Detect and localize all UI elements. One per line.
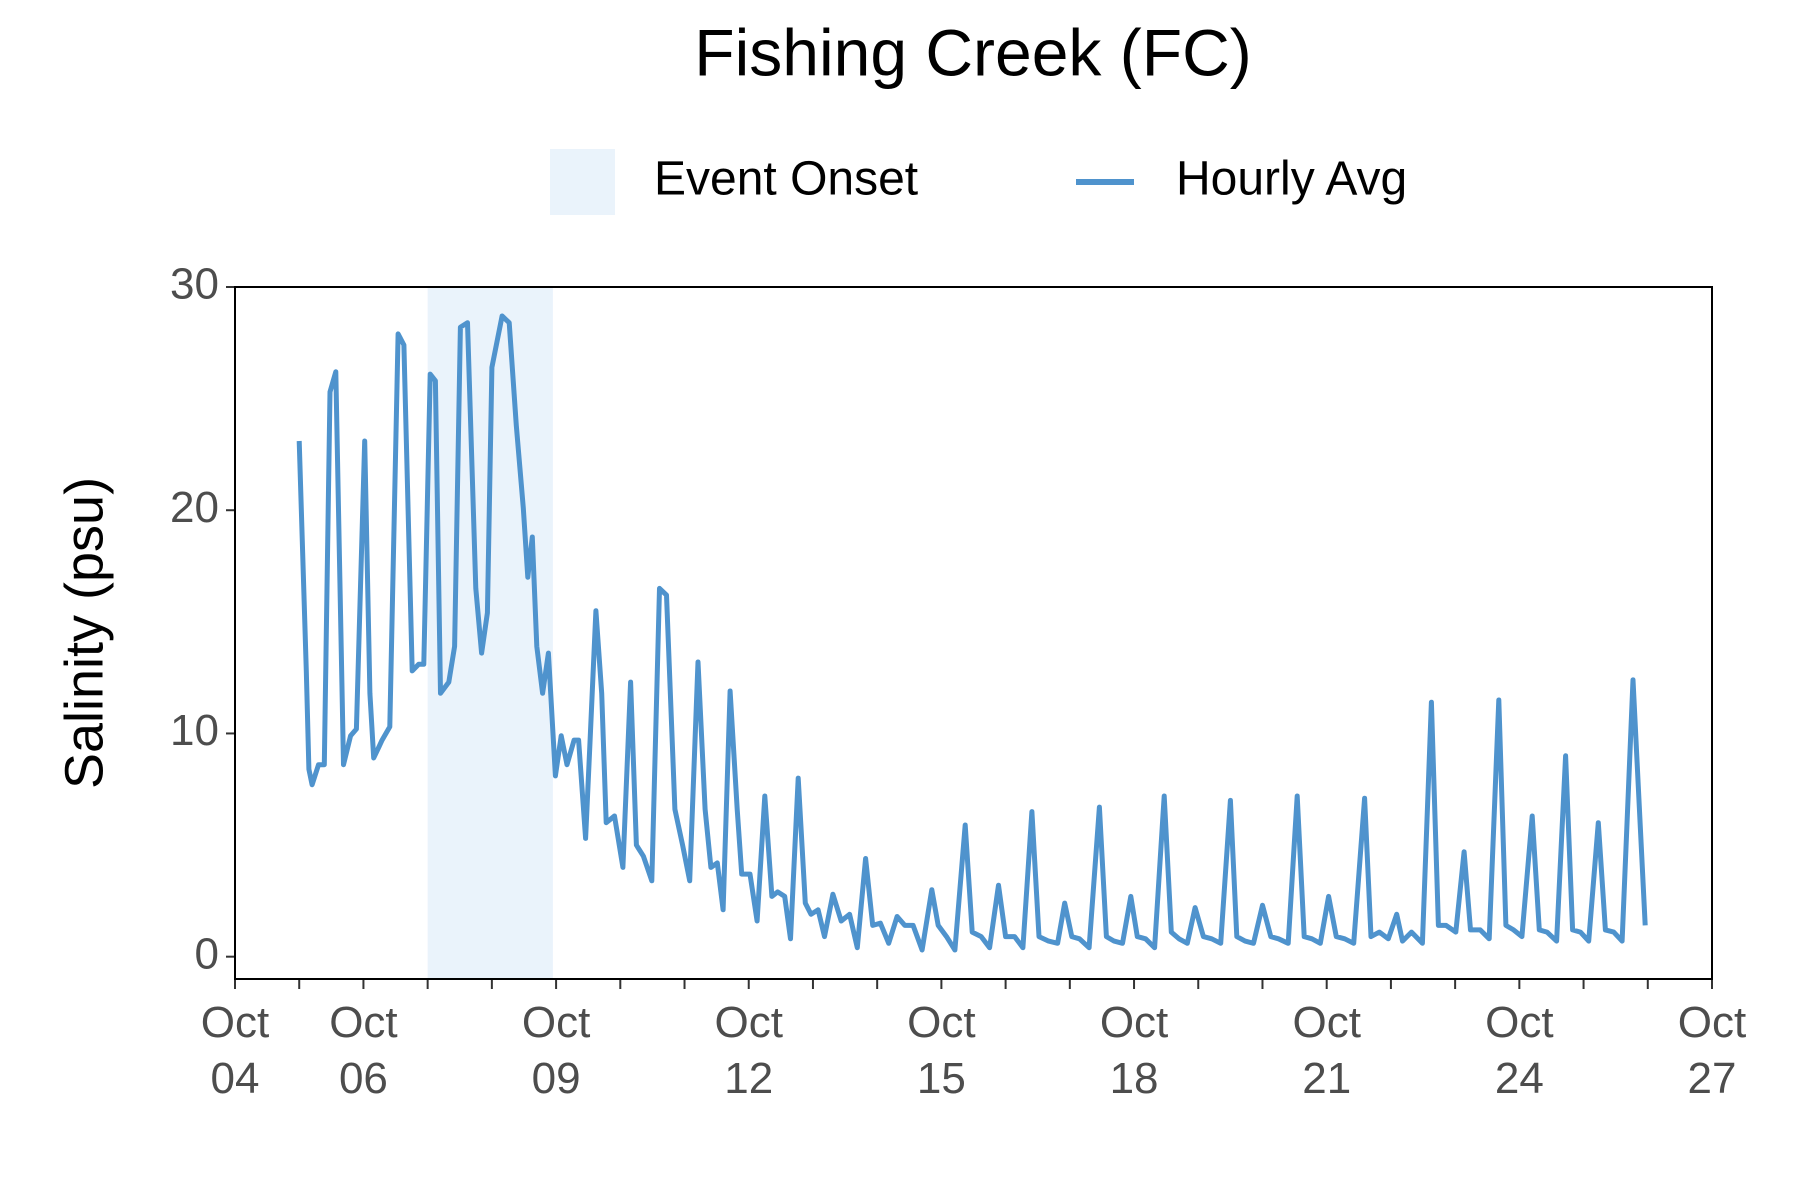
legend-swatch — [550, 149, 615, 215]
legend-label: Hourly Avg — [1176, 153, 1407, 206]
x-tick-label: Oct 18 — [1100, 998, 1168, 1103]
x-tick-label: Oct 04 — [201, 998, 269, 1103]
x-tick-label: Oct 21 — [1292, 998, 1360, 1103]
x-tick-label: Oct 06 — [329, 998, 397, 1103]
chart-title: Fishing Creek (FC) — [694, 15, 1251, 89]
y-tick-label: 20 — [170, 483, 219, 532]
x-tick-label: Oct 12 — [715, 998, 783, 1103]
x-tick-label: Oct 27 — [1678, 998, 1746, 1103]
plot-border — [234, 286, 1713, 980]
y-axis-label: Salinity (psu) — [54, 477, 114, 789]
x-tick-label: Oct 15 — [907, 998, 975, 1103]
x-tick-label: Oct 09 — [522, 998, 590, 1103]
y-tick-label: 10 — [170, 706, 219, 755]
y-tick-label: 30 — [170, 260, 219, 309]
x-tick-label: Oct 24 — [1485, 998, 1553, 1103]
legend-label: Event Onset — [654, 153, 918, 206]
y-tick-label: 0 — [195, 929, 219, 978]
data-line — [296, 313, 1648, 953]
